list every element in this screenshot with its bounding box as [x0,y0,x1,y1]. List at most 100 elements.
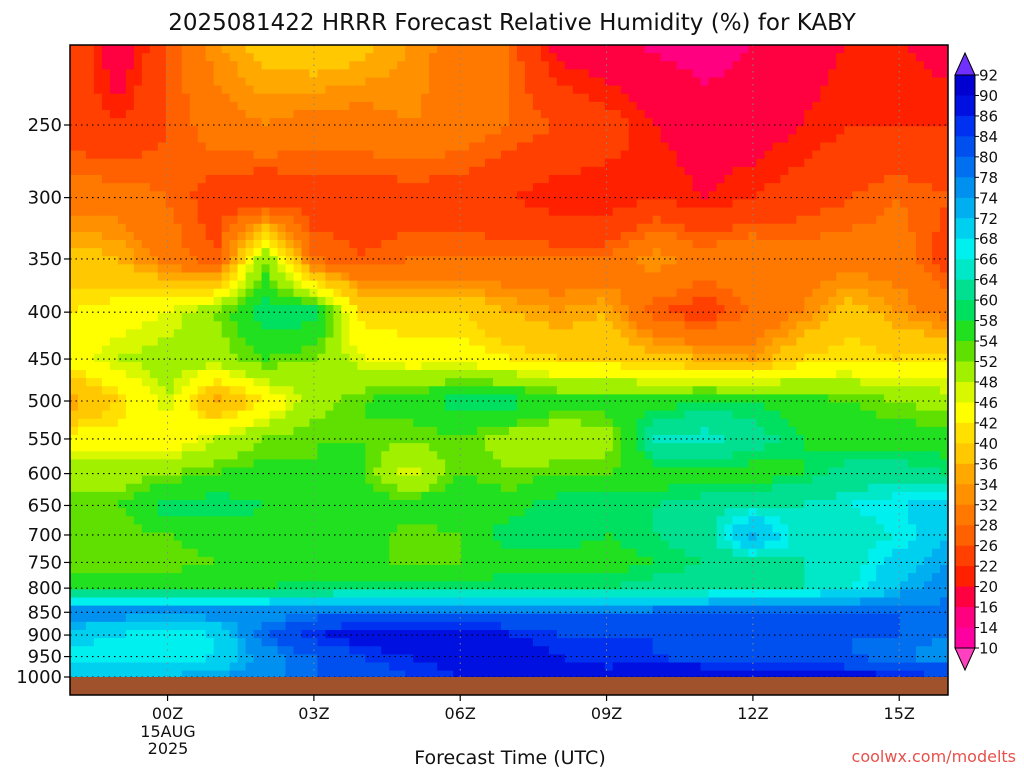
rh-cell [532,183,542,192]
rh-cell [205,361,215,371]
rh-cell [780,134,789,144]
rh-cell [237,61,247,70]
rh-cell [684,353,694,363]
rh-cell [812,264,821,274]
rh-cell [748,215,758,225]
rh-cell [349,166,358,176]
rh-cell [612,110,622,119]
rh-cell [165,345,175,355]
rh-cell [860,93,869,103]
rh-cell [596,329,606,339]
rh-cell [556,142,566,152]
rh-cell [932,175,941,184]
rh-cell [532,166,542,176]
rh-cell [628,191,638,200]
rh-cell [708,370,718,379]
rh-cell [70,378,79,387]
rh-cell [325,280,334,290]
rh-cell [149,231,159,241]
rh-cell [325,256,334,265]
rh-cell [828,166,837,176]
rh-cell [285,118,295,127]
rh-cell [109,101,119,111]
rh-cell [908,85,917,95]
rh-cell [445,61,454,70]
rh-cell [740,256,750,265]
rh-cell [141,248,151,257]
rh-cell [173,231,183,241]
rh-cell [916,361,925,371]
rh-cell [828,361,837,371]
rh-cell [628,175,638,184]
rh-cell [700,370,710,379]
rh-cell [397,77,406,87]
rh-cell [205,345,215,355]
rh-cell [229,313,239,322]
rh-cell [652,394,662,404]
rh-cell [77,183,87,192]
rh-cell [293,353,303,363]
rh-cell [940,175,948,184]
rh-cell [876,77,885,87]
rh-cell [804,126,813,135]
rh-cell [548,280,558,290]
rh-cell [109,53,119,62]
rh-cell [397,45,406,54]
rh-cell [237,345,247,355]
rh-cell [660,158,670,168]
rh-cell [365,53,374,62]
rh-cell [101,126,111,135]
rh-cell [556,85,566,95]
rh-cell [253,272,263,282]
rh-cell [389,248,398,257]
rh-cell [788,272,797,282]
rh-cell [397,85,406,95]
rh-cell [724,231,734,241]
rh-cell [413,231,422,241]
rh-cell [357,199,366,209]
rh-cell [604,386,614,395]
rh-cell [708,93,718,103]
rh-cell [700,378,710,387]
rh-cell [229,370,239,379]
rh-cell [788,353,797,363]
rh-cell [333,223,342,233]
rh-cell [365,77,374,87]
rh-cell [756,337,766,347]
rh-cell [660,386,670,395]
rh-cell [365,272,374,282]
rh-cell [852,166,861,176]
rh-cell [756,280,766,290]
rh-cell [477,150,486,160]
rh-cell [157,69,167,79]
rh-cell [660,313,670,322]
rh-cell [884,69,893,79]
rh-cell [413,101,422,111]
rh-cell [644,313,654,322]
rh-cell [205,223,215,233]
rh-cell [516,394,526,404]
rh-cell [564,191,574,200]
rh-cell [429,296,438,306]
rh-cell [77,337,87,347]
rh-cell [924,69,933,79]
rh-cell [524,329,534,339]
rh-cell [70,313,79,322]
rh-cell [501,280,510,290]
rh-cell [333,402,342,412]
rh-cell [349,394,358,404]
rh-cell [189,215,199,225]
rh-cell [740,370,750,379]
rh-cell [572,118,582,127]
rh-cell [908,93,917,103]
rh-cell [237,158,247,168]
rh-cell [788,329,797,339]
rh-cell [477,370,486,379]
rh-cell [501,183,510,192]
rh-cell [940,61,948,70]
rh-cell [692,142,702,152]
rh-cell [628,329,638,339]
rh-cell [916,199,925,209]
rh-cell [349,345,358,355]
rh-cell [157,410,167,420]
